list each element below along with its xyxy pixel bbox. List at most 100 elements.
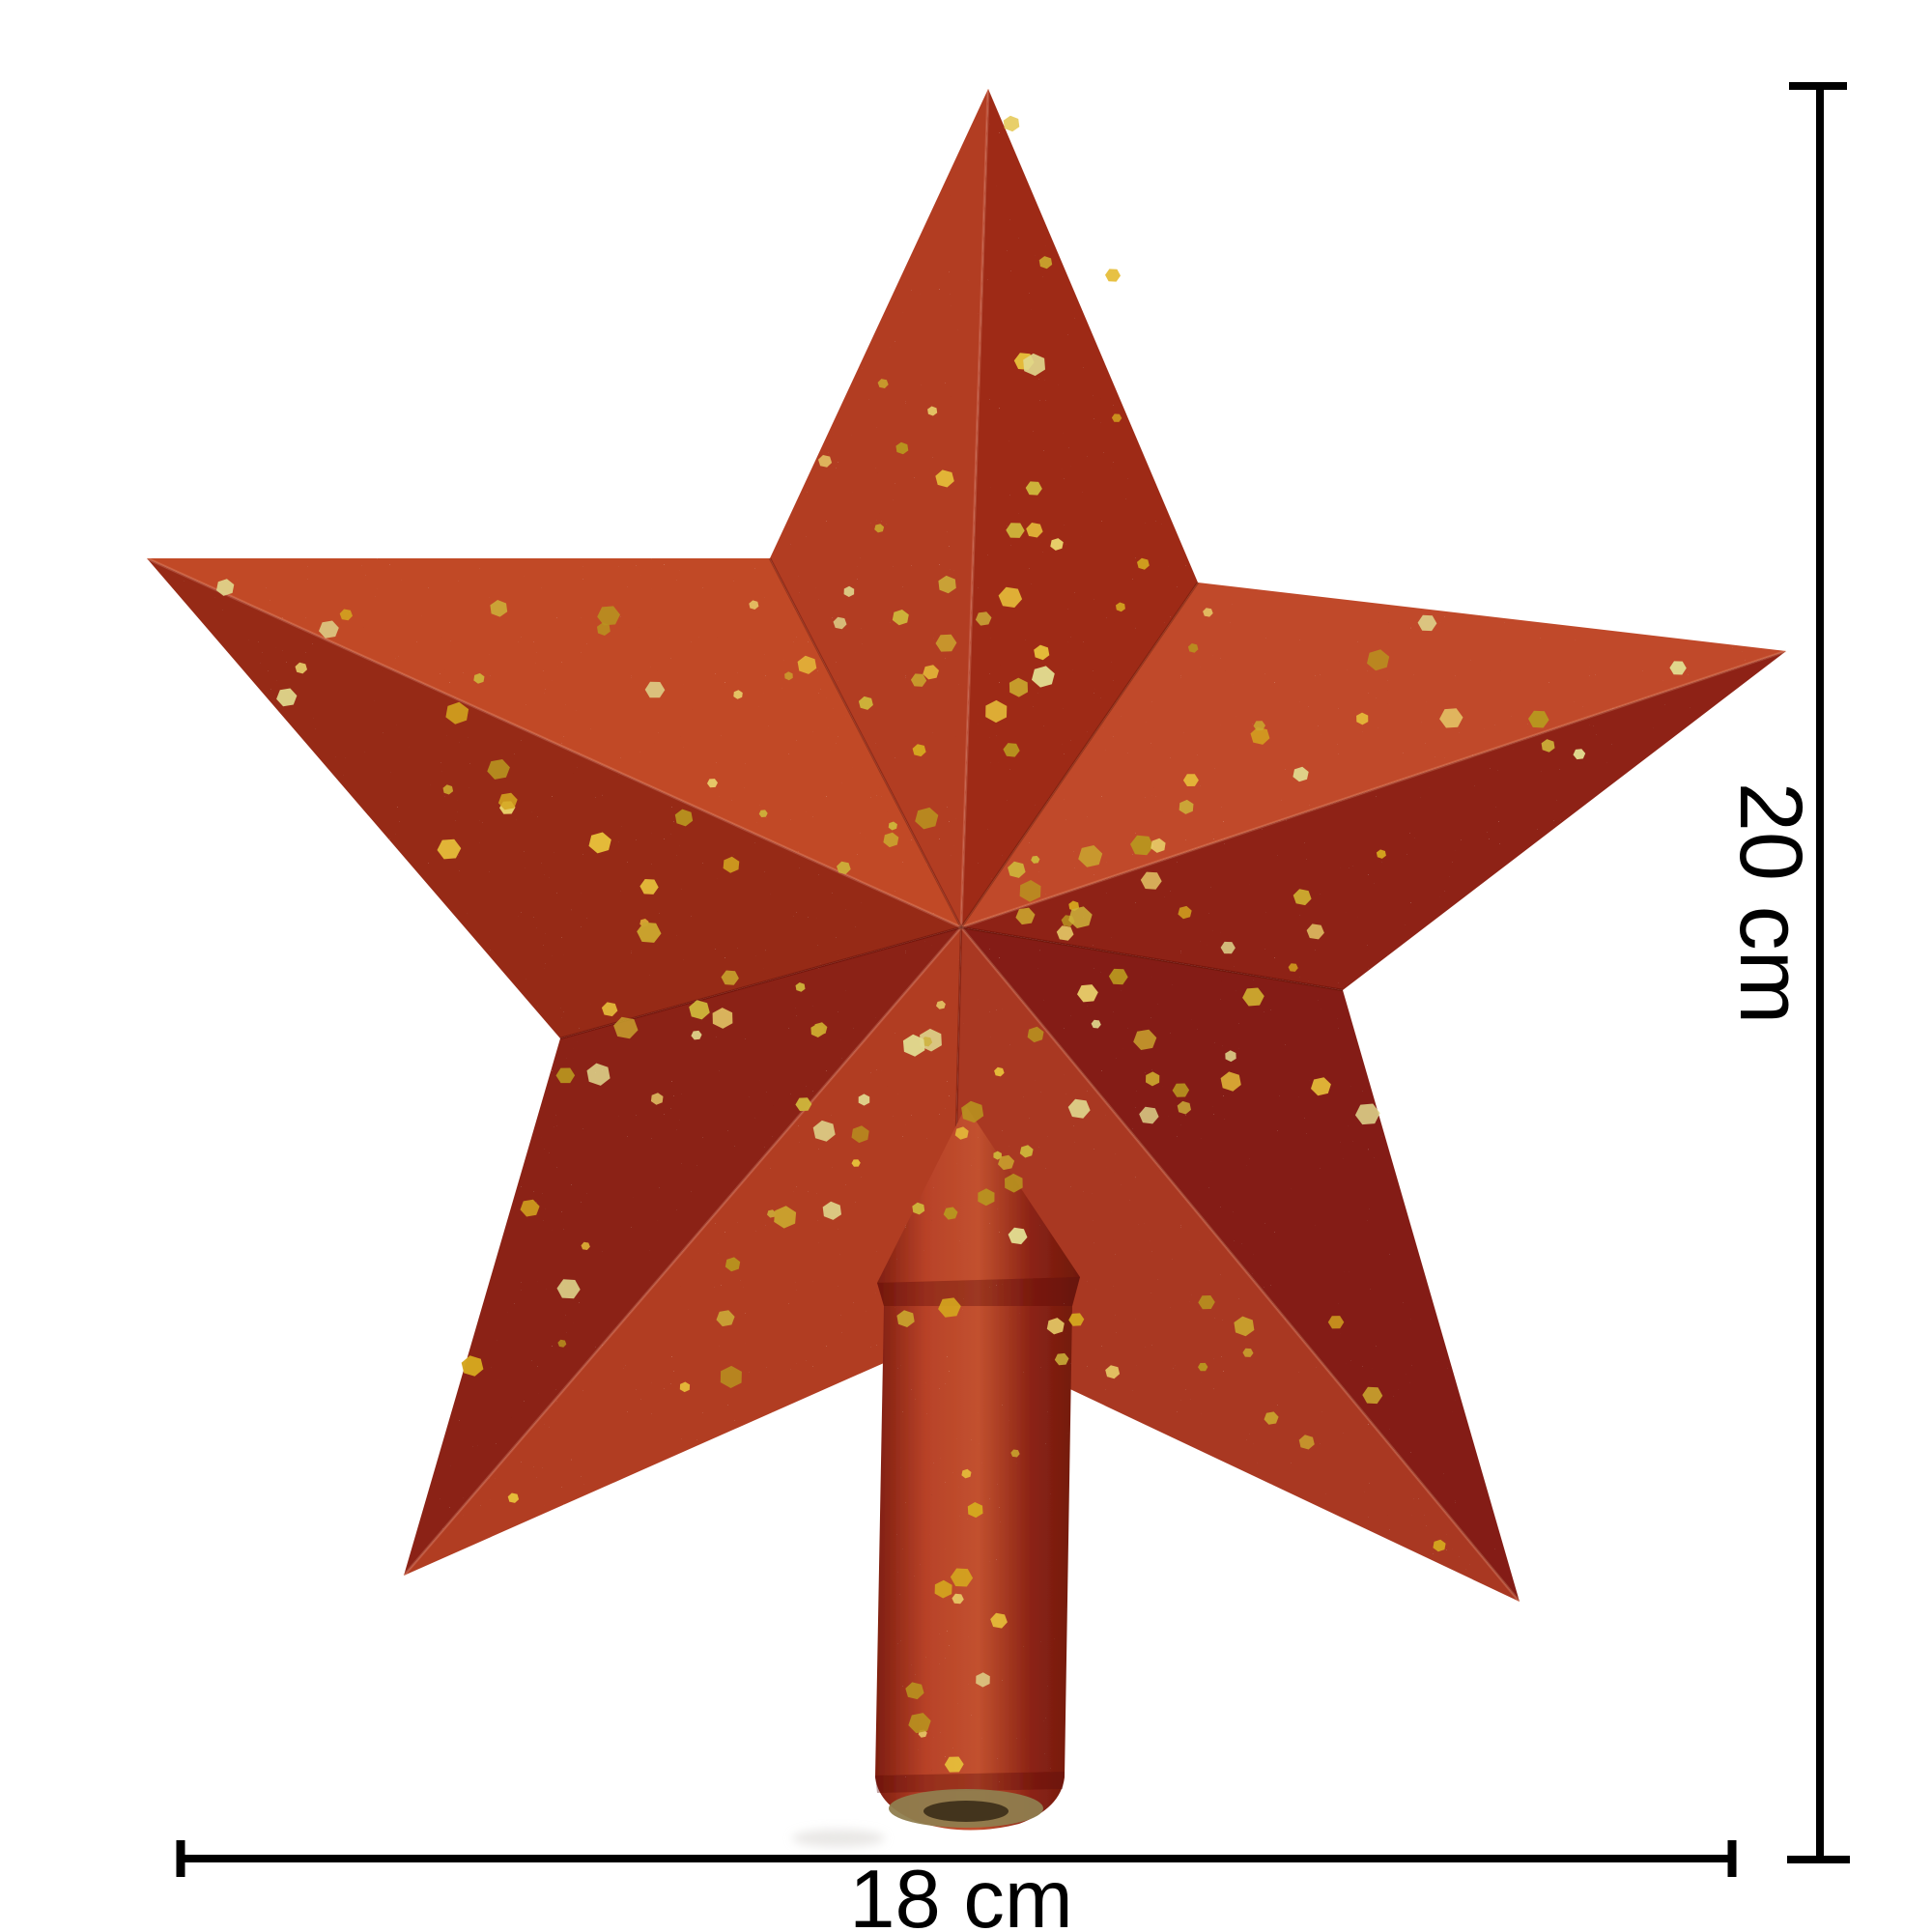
sequin [1003, 115, 1020, 132]
star-graphic [146, 88, 1787, 1831]
sequin [851, 1125, 869, 1144]
sequin [1225, 1050, 1236, 1063]
sequin [520, 1199, 540, 1217]
sequin [749, 600, 759, 610]
sequin [276, 688, 298, 707]
sequin [1005, 1173, 1023, 1193]
sequin [1669, 661, 1687, 675]
sequin [1306, 923, 1324, 940]
sequin [461, 1355, 484, 1377]
sequin [912, 1202, 925, 1215]
sequin [1187, 643, 1199, 653]
sequin [892, 610, 909, 626]
sequin [1091, 1019, 1101, 1029]
sequin [843, 585, 855, 597]
sequin [1139, 1106, 1159, 1124]
sequin [1015, 907, 1036, 925]
sequin [1203, 608, 1213, 617]
sequin [216, 579, 235, 596]
sequin [1054, 1352, 1069, 1366]
sequin [1151, 838, 1166, 853]
sequin [1027, 1026, 1044, 1043]
sequin [1439, 708, 1463, 728]
sequin [581, 1241, 590, 1250]
sequin [1038, 256, 1053, 270]
sequin [944, 1756, 964, 1773]
sequin [588, 832, 611, 854]
sequin [910, 673, 927, 687]
sequin [555, 1067, 576, 1084]
sequin [1288, 963, 1298, 972]
sequin [1242, 987, 1264, 1007]
sequin [1133, 1029, 1157, 1050]
sequin [935, 469, 954, 488]
sequin [507, 1492, 520, 1503]
sequin [837, 861, 851, 874]
height-dimension-line [1787, 82, 1850, 1863]
star-facet [961, 89, 1198, 927]
sequin [1003, 743, 1020, 757]
sequin [295, 662, 307, 674]
sequin [1034, 644, 1050, 661]
sequin [1137, 557, 1150, 570]
sequin [473, 672, 485, 684]
sequin [1220, 941, 1236, 954]
sequin [1311, 1077, 1331, 1096]
sequin [1078, 845, 1103, 867]
sequin [724, 1257, 741, 1272]
sequin [1433, 1539, 1446, 1552]
peg-opening [889, 1789, 1043, 1828]
sequin [1105, 269, 1121, 282]
sequin [795, 982, 806, 992]
sequin [961, 1100, 984, 1123]
sequin [896, 1310, 915, 1327]
sequin [994, 1066, 1005, 1077]
star-facet [961, 651, 1786, 990]
sequin [784, 671, 793, 681]
sequin [895, 441, 909, 455]
sequin [1293, 889, 1312, 906]
width-dimension-label: 18 cm [849, 1854, 1072, 1932]
sequin [908, 1713, 931, 1734]
sequin [1356, 712, 1369, 725]
sequin [1140, 871, 1162, 890]
sequin [1108, 968, 1128, 985]
sequin [586, 1063, 611, 1086]
sequin [445, 701, 469, 724]
sequin [487, 759, 510, 780]
sequin [985, 699, 1008, 724]
sequin [1008, 1227, 1028, 1245]
sequin [1077, 984, 1098, 1003]
sequin [1046, 1318, 1065, 1335]
sequin [707, 779, 718, 788]
sequin [1367, 649, 1390, 671]
sequin [1130, 835, 1154, 856]
sequin [1056, 925, 1074, 941]
sequin [1116, 602, 1125, 612]
sequin [978, 1188, 995, 1207]
sequin [993, 1151, 1002, 1160]
sequin [950, 1568, 974, 1587]
sequin [1541, 739, 1555, 753]
sequin [818, 455, 833, 468]
sequin [1019, 880, 1041, 902]
sequin [1198, 1362, 1208, 1372]
sequin [1023, 353, 1045, 377]
sequin [601, 1002, 618, 1017]
sequin [833, 616, 847, 630]
sequin [938, 1297, 961, 1318]
sequin [998, 1154, 1015, 1171]
sequin [1417, 614, 1437, 632]
sequin [1242, 1348, 1254, 1357]
sequin [1220, 1071, 1241, 1092]
sequin [1008, 861, 1026, 878]
sequin [822, 1201, 841, 1220]
sequin [1362, 1386, 1383, 1405]
sequin [1179, 799, 1194, 814]
sequin [1182, 774, 1199, 786]
sequin [716, 1310, 735, 1327]
sequin [1573, 749, 1586, 760]
sequin [679, 1381, 691, 1393]
sequin [597, 606, 620, 626]
star-facet [147, 558, 961, 1038]
